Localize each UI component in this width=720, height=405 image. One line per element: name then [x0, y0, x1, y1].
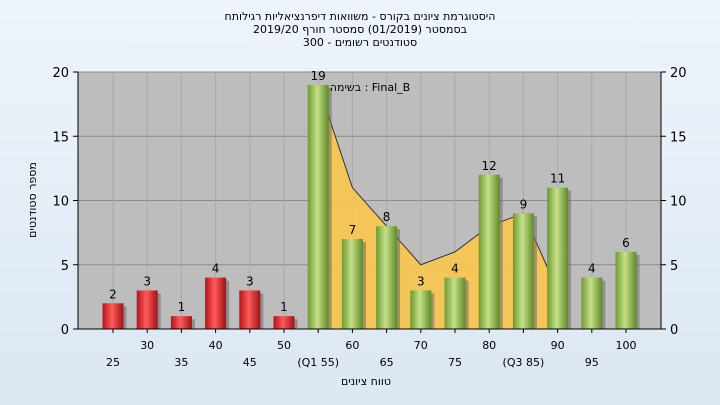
- data-label: 7: [349, 223, 357, 237]
- bar: [239, 290, 261, 329]
- chart-semester: בסמסטר (01/2019) סמסטר חורף 2019/20: [253, 23, 467, 36]
- y-tick-label-right: 0: [670, 323, 678, 338]
- bar: [307, 84, 329, 329]
- bar: [273, 316, 295, 329]
- bar: [615, 251, 637, 329]
- y-tick-label-left: 0: [61, 323, 69, 338]
- y-tick-label-right: 10: [670, 195, 687, 210]
- data-label: 9: [520, 197, 528, 211]
- axes: 0 0 5 5 10 10 15 15 20 20 25 30 35 40 45 50 (Q1 55) 60 65 7…: [52, 66, 686, 369]
- bar: [341, 239, 363, 329]
- x-tick-label: 70: [414, 339, 428, 352]
- bar: [478, 174, 500, 329]
- bar: [581, 277, 603, 329]
- y-tick-label-left: 10: [52, 195, 69, 210]
- y-tick-label-right: 5: [670, 259, 678, 274]
- bar: [410, 290, 432, 329]
- x-tick-label: 25: [106, 356, 120, 369]
- y-tick-label-left: 20: [52, 66, 69, 81]
- bar: [444, 277, 466, 329]
- data-label: 4: [212, 262, 220, 276]
- bar: [376, 226, 398, 329]
- data-label: 1: [280, 300, 288, 314]
- data-label: 12: [482, 159, 497, 173]
- x-tick-label: 75: [448, 356, 462, 369]
- x-tick-label: 80: [482, 339, 496, 352]
- y-tick-label-right: 15: [670, 130, 687, 145]
- data-label: 3: [143, 274, 151, 288]
- data-label: 3: [246, 274, 254, 288]
- y-tick-label-left: 15: [52, 130, 69, 145]
- data-label: 4: [451, 262, 459, 276]
- data-label: 6: [622, 236, 630, 250]
- legend-annotation: בשימה : Final_B: [330, 81, 410, 94]
- data-label: 1: [178, 300, 186, 314]
- data-label: 8: [383, 210, 391, 224]
- y-tick-label-right: 20: [670, 66, 687, 81]
- y-axis-title: מספר סטודנטים: [26, 162, 39, 238]
- x-tick-label: 95: [585, 356, 599, 369]
- x-tick-label: 90: [551, 339, 565, 352]
- x-tick-label: 45: [243, 356, 257, 369]
- x-tick-label: 50: [277, 339, 291, 352]
- x-tick-label: 65: [380, 356, 394, 369]
- x-tick-label: 30: [140, 339, 154, 352]
- bar: [170, 316, 192, 329]
- x-tick-label: 35: [174, 356, 188, 369]
- x-tick-label: 40: [209, 339, 223, 352]
- data-label: 4: [588, 262, 596, 276]
- y-tick-label-left: 5: [61, 259, 69, 274]
- bar: [205, 277, 227, 329]
- bar: [102, 303, 124, 329]
- bar: [136, 290, 158, 329]
- x-tick-label: (Q1 55): [297, 356, 339, 369]
- data-label: 19: [311, 69, 326, 83]
- data-label: 11: [550, 172, 565, 186]
- bar: [512, 213, 534, 329]
- x-axis-title: טווח ציונים: [341, 375, 391, 388]
- chart-students-count: סטודנטים רשומים - 300: [302, 36, 418, 49]
- x-tick-label: 60: [345, 339, 359, 352]
- bars: [102, 84, 640, 329]
- chart-title: היסטוגרמת ציונים בקורס - משוואות דיפרנצי…: [224, 10, 496, 23]
- x-tick-label: (Q3 85): [503, 356, 545, 369]
- bar: [547, 187, 569, 329]
- data-label: 2: [109, 287, 117, 301]
- x-tick-label: 100: [616, 339, 637, 352]
- data-label: 3: [417, 274, 425, 288]
- chart-title-block: היסטוגרמת ציונים בקורס - משוואות דיפרנצי…: [0, 10, 720, 49]
